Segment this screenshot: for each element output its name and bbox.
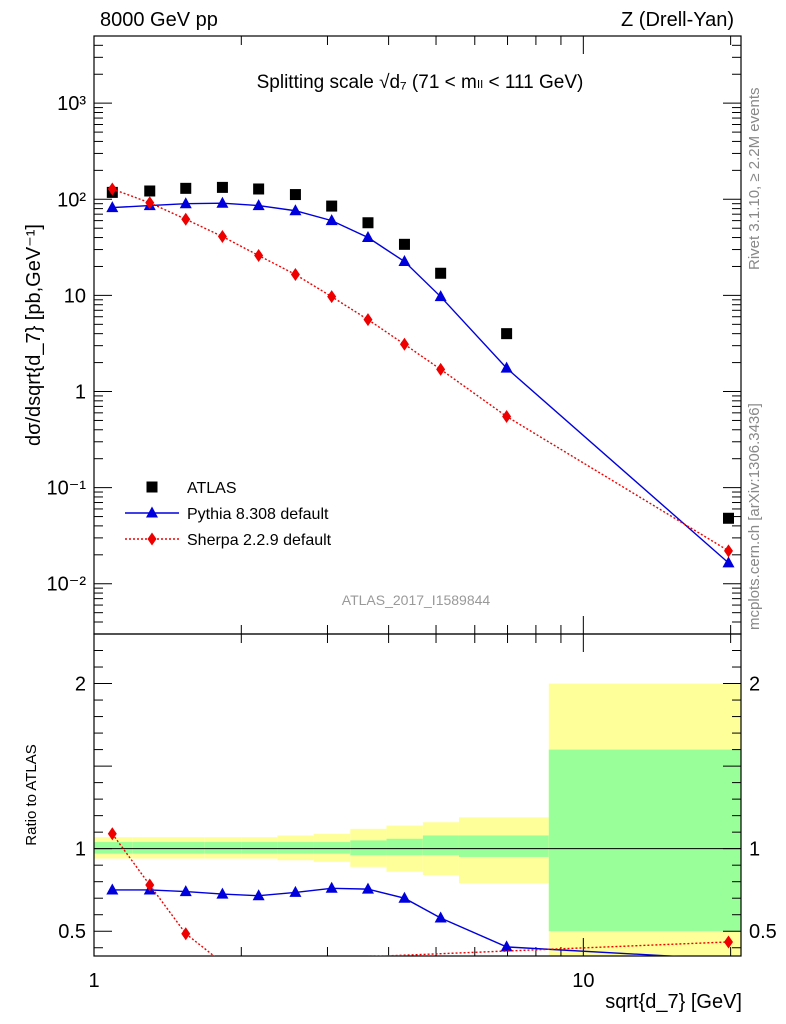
ratio-tick-label-left: 2 (75, 674, 86, 696)
pythia-ratio-point (179, 885, 192, 897)
stat-uncertainty-band (241, 842, 278, 854)
ratio-plot-frame (93, 633, 742, 957)
sherpa-point (399, 337, 409, 351)
atlas-point (180, 182, 192, 194)
stat-uncertainty-band (386, 838, 423, 856)
pythia-ratio-point (361, 882, 374, 894)
sherpa-curve (112, 188, 729, 552)
sherpa-point (436, 362, 446, 376)
ratio-tick-label-left: 0.5 (58, 921, 86, 943)
y-tick-label: 10⁻¹ (47, 478, 87, 500)
sherpa-ratio-point (145, 878, 155, 892)
pythia-point (361, 231, 374, 243)
stat-uncertainty-band (204, 842, 242, 854)
legend-atlas-label: ATLAS (187, 480, 237, 497)
sherpa-point (290, 268, 300, 282)
sherpa-point (145, 196, 155, 210)
atlas-point (216, 181, 228, 193)
pythia-point (398, 255, 411, 267)
pythia-point (500, 361, 513, 373)
sherpa-point (363, 313, 373, 327)
plot-title: Splitting scale √d₇ (71 < mₗₗ < 111 GeV) (257, 72, 584, 93)
sherpa-point (254, 249, 264, 263)
legend-sherpa-marker (147, 532, 157, 546)
y-tick-label: 10³ (57, 93, 86, 115)
legend-sherpa-label: Sherpa 2.2.9 default (187, 532, 332, 549)
y-tick-label: 10⁻² (47, 574, 87, 596)
energy-label: 8000 GeV pp (100, 9, 218, 31)
x-tick-label: 10 (572, 970, 594, 992)
pythia-point (434, 290, 447, 302)
pythia-point (325, 214, 338, 226)
stat-uncertainty-band (422, 835, 459, 856)
atlas-point (722, 512, 734, 524)
main-series-group (106, 181, 735, 568)
legend-atlas-marker (146, 481, 158, 493)
stat-uncertainty-band (313, 842, 351, 854)
legend-pythia-marker (146, 506, 158, 518)
pythia-ratio-point (398, 891, 411, 903)
pythia-point (722, 556, 735, 568)
atlas-point (501, 328, 513, 340)
pythia-point (106, 201, 119, 213)
legend-pythia-label: Pythia 8.308 default (187, 506, 329, 523)
stat-uncertainty-band (168, 842, 205, 854)
pythia-ratio-point (252, 889, 265, 901)
pythia-ratio-point (289, 885, 302, 897)
stat-uncertainty-band (277, 842, 314, 854)
ratio-tick-label-right: 0.5 (749, 921, 777, 943)
analysis-watermark: ATLAS_2017_I1589844 (342, 592, 491, 608)
ratio-tick-label-right: 2 (749, 674, 760, 696)
y-tick-label: 10² (57, 189, 86, 211)
ratio-bands (94, 683, 741, 956)
pythia-ratio-point (434, 911, 447, 923)
pythia-ratio-point (216, 887, 229, 899)
y-tick-label: 10 (64, 285, 86, 307)
process-label: Z (Drell-Yan) (621, 9, 734, 31)
pythia-point (289, 204, 302, 216)
atlas-point (398, 238, 410, 250)
atlas-point (144, 185, 156, 197)
sherpa-point (502, 409, 512, 423)
x-tick-label: 1 (88, 970, 99, 992)
rivet-version-label: Rivet 3.1.10, ≥ 2.2M events (746, 87, 763, 271)
pythia-ratio-curve (112, 887, 682, 956)
pythia-curve (112, 202, 729, 564)
stat-uncertainty-band (94, 842, 133, 854)
pythia-point (216, 196, 229, 208)
pythia-ratio-point (106, 883, 119, 895)
ratio-tick-label-left: 1 (75, 839, 86, 861)
stat-uncertainty-band (548, 749, 741, 932)
sherpa-point (181, 212, 191, 226)
pythia-ratio-point (500, 940, 513, 952)
atlas-point (326, 200, 338, 212)
main-y-axis-label: dσ/dsqrt{d_7} [pb,GeV⁻¹] (23, 224, 45, 446)
ratio-series-group (106, 827, 733, 956)
stat-uncertainty-band (458, 835, 549, 857)
sherpa-point (217, 230, 227, 244)
ratio-y-axis-label: Ratio to ATLAS (23, 744, 40, 845)
stat-uncertainty-band (350, 840, 387, 856)
sherpa-point (107, 182, 117, 196)
atlas-point (435, 267, 447, 279)
y-tick-label: 1 (75, 382, 86, 404)
sherpa-ratio-point (723, 935, 733, 949)
pythia-point (179, 197, 192, 209)
sherpa-point (723, 544, 733, 558)
sherpa-ratio-point (181, 927, 191, 941)
pythia-point (252, 199, 265, 211)
ratio-tick-label-right: 1 (749, 839, 760, 861)
stat-uncertainty-band (132, 842, 169, 854)
sherpa-ratio-point (107, 827, 117, 841)
sherpa-point (327, 290, 337, 304)
pythia-ratio-point (325, 881, 338, 893)
mcplots-label: mcplots.cern.ch [arXiv:1306.3436] (746, 403, 763, 630)
atlas-point (362, 217, 374, 229)
x-axis-label: sqrt{d_7} [GeV] (605, 991, 742, 1013)
atlas-point (289, 189, 301, 201)
atlas-point (253, 183, 265, 195)
